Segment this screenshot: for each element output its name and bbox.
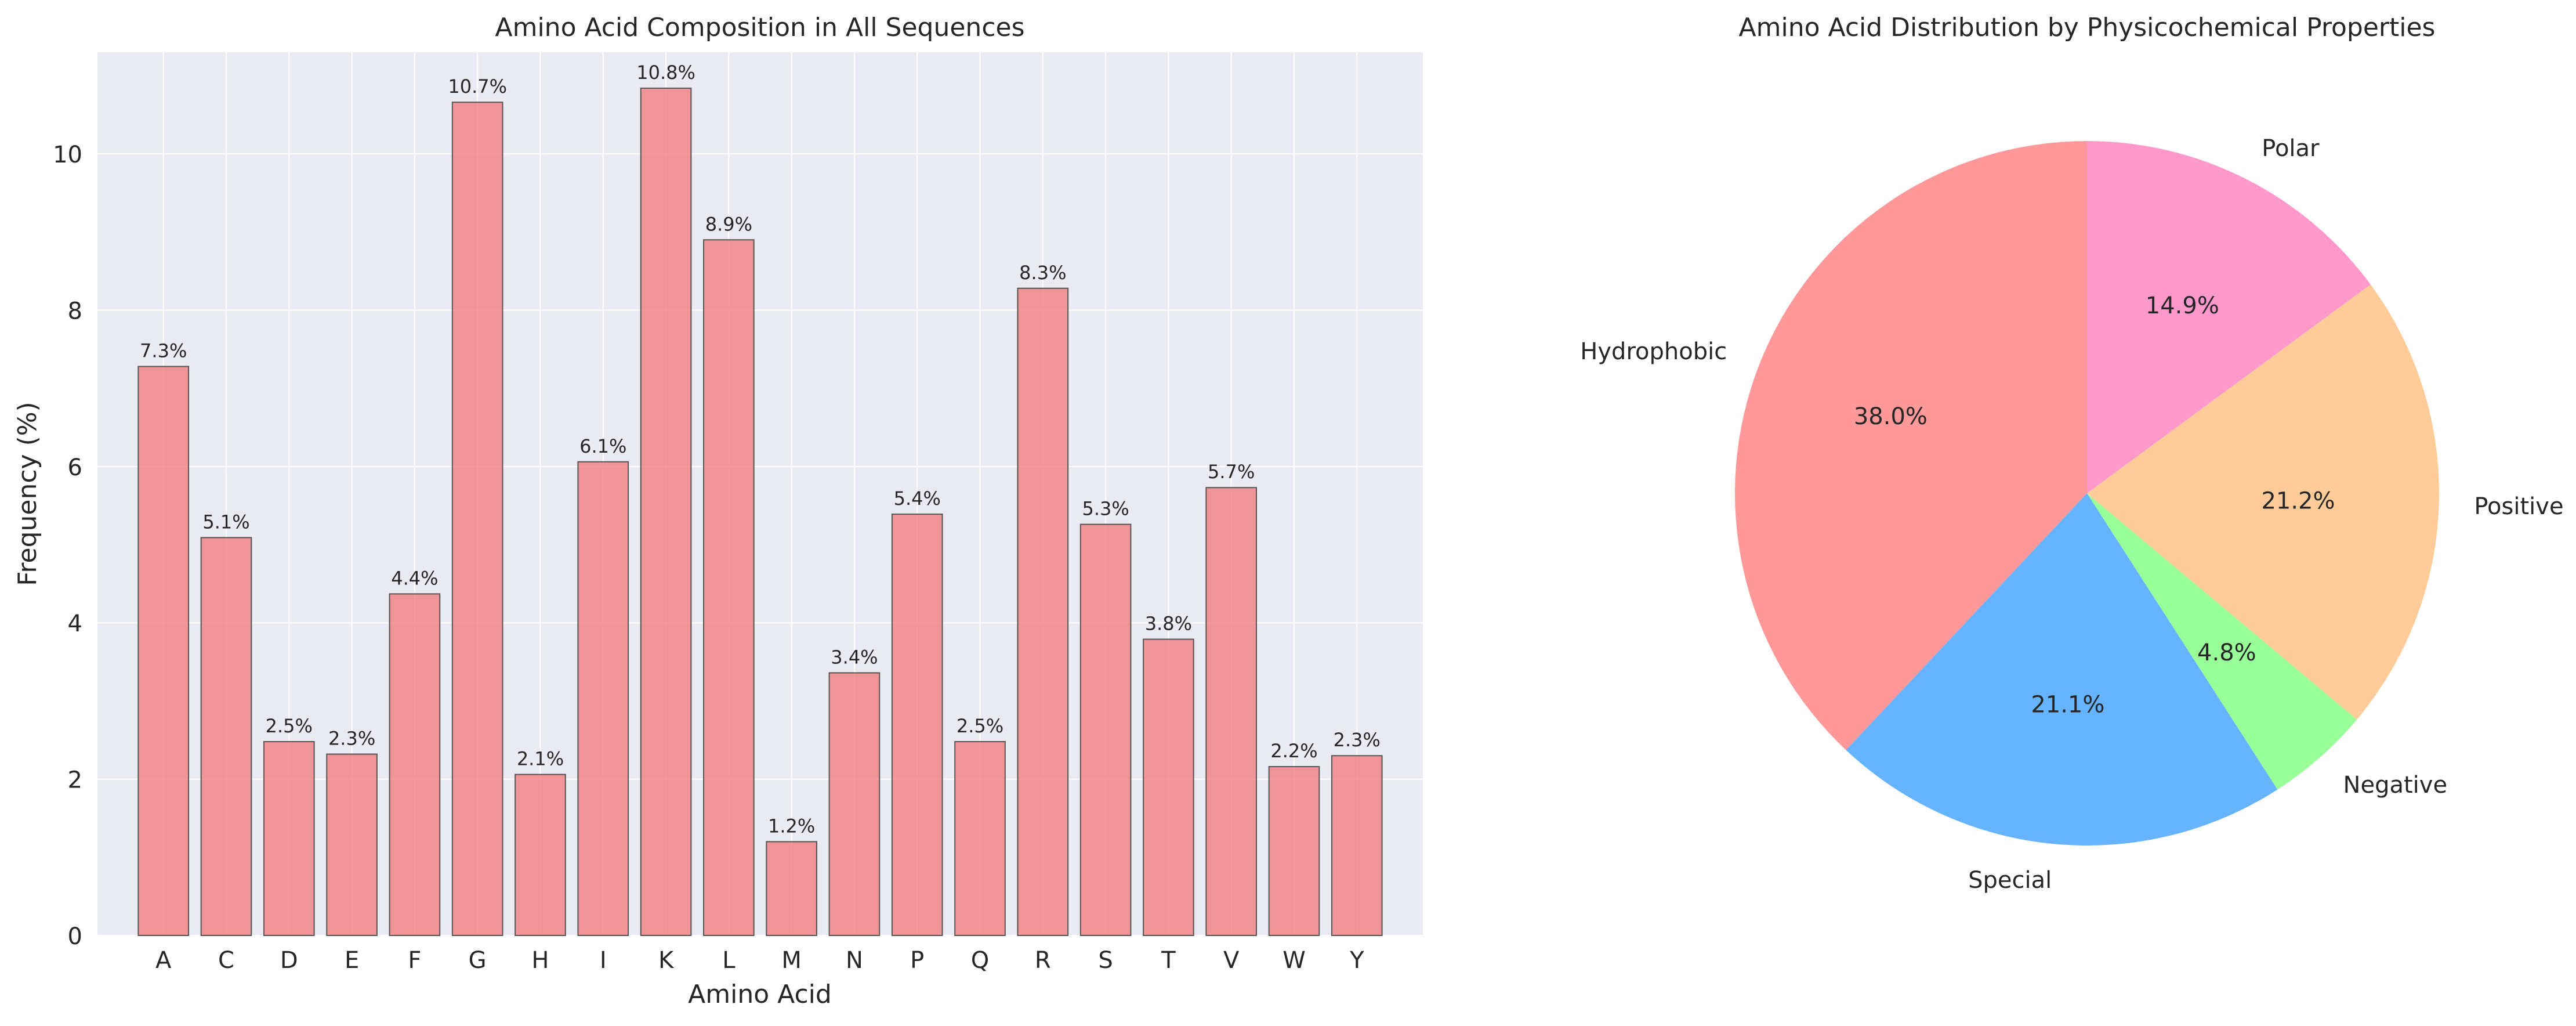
bar-value-label: 5.3% (1082, 498, 1129, 520)
bar-x-tick-label: K (658, 947, 675, 974)
bar-x-tick-label: V (1223, 947, 1240, 974)
bar-x-tick-label: N (846, 947, 863, 974)
pie-slice-positive (2087, 284, 2439, 720)
pie-labels: Hydrophobic 38.0% Special 21.1% Negative 4.8%… (1580, 135, 2563, 894)
bar-x-tick-label: Y (1349, 947, 1364, 974)
bar-x-tick-label: S (1098, 947, 1113, 974)
bar-x-tick-label: E (345, 947, 359, 974)
bar-N (828, 672, 881, 936)
bar-x-tick-label: Q (971, 947, 989, 974)
bar-x-tick-label: H (531, 947, 549, 974)
bar-y-tick-label: 0 (68, 923, 82, 950)
bar-L (703, 239, 755, 937)
bar-W (1268, 766, 1320, 936)
bar-A (137, 366, 190, 936)
bar-y-tick-label: 2 (68, 767, 82, 794)
bar-chart: 7.3% 5.1% 2.5% 2.3% 4.4% 10.7% 2.1% 6.1% 10.8% 8.… (13, 13, 1423, 1009)
bar-y-ticks: 0 2 4 6 8 10 (53, 142, 82, 950)
bar-D (263, 740, 315, 936)
bar-value-label: 2.5% (266, 715, 313, 737)
bar-x-axis-label: Amino Acid (688, 980, 832, 1009)
bar-value-label: 10.8% (636, 62, 695, 84)
pie-slice-negative (2087, 493, 2357, 790)
pie-pct-label: 21.1% (2031, 692, 2104, 718)
bar-value-label: 6.1% (579, 435, 626, 457)
bar-x-tick-label: L (722, 947, 736, 974)
pie-slice-special (1846, 493, 2278, 846)
bar-value-label: 8.9% (705, 213, 752, 235)
bar-value-label: 5.7% (1208, 461, 1255, 483)
bar-value-label: 2.1% (517, 748, 564, 770)
bar-value-label: 4.4% (391, 567, 438, 589)
bar-y-tick-label: 6 (68, 454, 82, 481)
pie-chart-title: Amino Acid Distribution by Physicochemic… (1739, 13, 2436, 42)
pie-slice-polar (2087, 141, 2371, 493)
bar-H (515, 774, 566, 937)
bar-x-tick-label: D (280, 947, 298, 974)
bar-x-tick-label: I (600, 947, 607, 974)
bar-E (326, 753, 378, 936)
pie-label-negative: Negative (2343, 772, 2448, 799)
pie-pct-label: 21.2% (2261, 487, 2335, 514)
bar-F (389, 593, 441, 936)
bar-y-tick-label: 4 (68, 610, 82, 637)
bar-C (200, 537, 252, 936)
bar-I (577, 461, 629, 936)
bar-y-axis-label: Frequency (%) (13, 402, 42, 586)
pie-chart: Amino Acid Distribution by Physicochemic… (1580, 13, 2563, 894)
bar-Y (1331, 755, 1383, 936)
bar-y-tick-label: 8 (68, 298, 82, 324)
bar-bars (137, 87, 1383, 937)
pie-label-hydrophobic: Hydrophobic (1580, 338, 1727, 365)
bar-chart-title: Amino Acid Composition in All Sequences (495, 13, 1025, 42)
bar-value-label: 2.3% (328, 728, 375, 750)
pie-label-polar: Polar (2262, 135, 2320, 162)
bar-Q (954, 740, 1006, 936)
bar-x-tick-label: M (781, 947, 802, 974)
pie-label-special: Special (1968, 867, 2052, 894)
bar-value-label: 2.5% (957, 715, 1003, 737)
bar-K (640, 87, 692, 936)
bar-M (766, 841, 817, 937)
bar-V (1205, 487, 1258, 936)
bar-x-tick-label: T (1161, 947, 1176, 974)
bar-value-label: 7.3% (140, 339, 187, 362)
bar-x-tick-label: R (1035, 947, 1051, 974)
bar-plot-area (97, 52, 1423, 935)
bar-x-tick-label: C (218, 947, 234, 974)
bar-value-label: 2.2% (1270, 740, 1317, 762)
pie-pct-label: 4.8% (2197, 640, 2256, 666)
pie-slice-hydrophobic (1734, 141, 2087, 750)
bar-value-label: 5.4% (894, 487, 941, 510)
bar-value-label: 5.1% (202, 511, 249, 533)
bar-P (891, 514, 943, 936)
pie-pct-label: 38.0% (1854, 403, 1928, 430)
bar-value-label: 10.7% (448, 75, 507, 97)
bar-x-tick-label: A (155, 947, 172, 974)
bar-value-label: 2.3% (1334, 729, 1381, 751)
bar-value-label: 3.4% (831, 646, 878, 668)
bar-G (451, 102, 503, 936)
bar-x-tick-label: W (1282, 947, 1306, 974)
bar-value-label: 3.8% (1145, 613, 1192, 635)
bar-y-tick-label: 10 (53, 142, 82, 168)
bar-x-tick-label: P (910, 947, 924, 974)
bar-S (1079, 523, 1132, 936)
bar-R (1017, 287, 1069, 936)
pie-slices (1734, 141, 2439, 846)
bar-T (1143, 638, 1194, 937)
bar-value-label: 8.3% (1019, 262, 1066, 284)
bar-x-tick-label: G (469, 947, 487, 974)
bar-value-labels: 7.3% 5.1% 2.5% 2.3% 4.4% 10.7% 2.1% 6.1% 10.8% 8.… (140, 62, 1381, 837)
bar-x-tick-label: F (408, 947, 421, 974)
bar-value-label: 1.2% (768, 815, 815, 837)
pie-label-positive: Positive (2474, 493, 2563, 520)
pie-pct-label: 14.9% (2146, 292, 2219, 319)
